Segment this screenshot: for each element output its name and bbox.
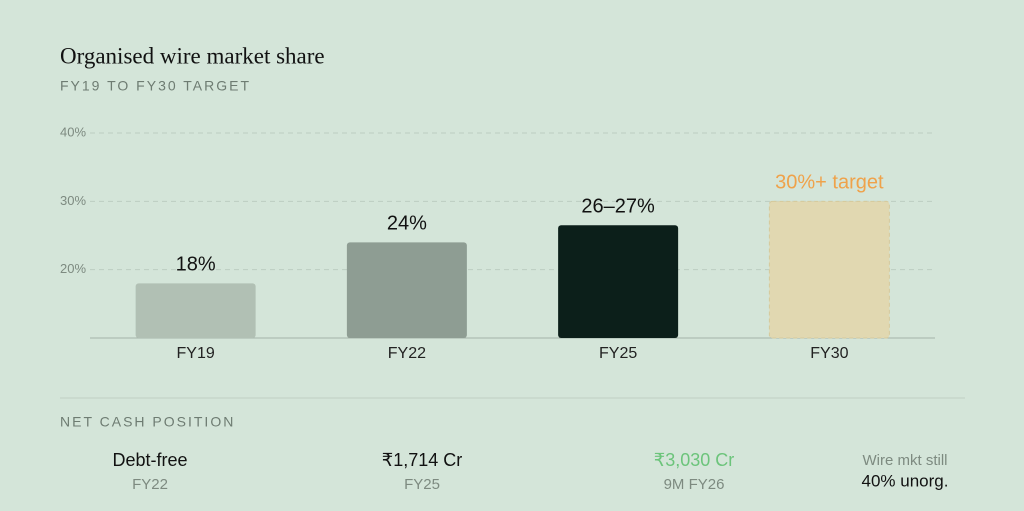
stat-caption: FY25 [404,476,440,493]
stat-value: 40% unorg. [862,471,949,490]
stat-value: ₹1,714 Cr [382,450,463,470]
value-label: 26–27% [581,196,655,218]
value-label: 24% [387,213,427,235]
stat-caption: 9M FY26 [664,476,725,493]
value-label: 18% [176,254,216,276]
bar [346,242,467,338]
chart-title: Organised wire market share [60,43,325,68]
x-tick-label: FY25 [599,345,637,362]
stat-lead: Wire mkt still [863,452,948,469]
bar [558,225,679,338]
bar [135,283,256,338]
bar [768,200,890,339]
chart-subtitle: FY19 TO FY30 TARGET [60,78,251,94]
y-tick-label: 40% [60,124,86,139]
stats-heading: NET CASH POSITION [60,414,235,430]
x-tick-label: FY19 [177,345,215,362]
x-tick-label: FY22 [388,345,426,362]
stat-value: ₹3,030 Cr [654,450,735,470]
stat-value: Debt-free [112,450,187,470]
y-tick-label: 20% [60,261,86,276]
stat-caption: FY22 [132,476,168,493]
x-tick-label: FY30 [810,345,848,362]
value-label: 30%+ target [775,172,884,194]
y-tick-label: 30% [60,193,86,208]
